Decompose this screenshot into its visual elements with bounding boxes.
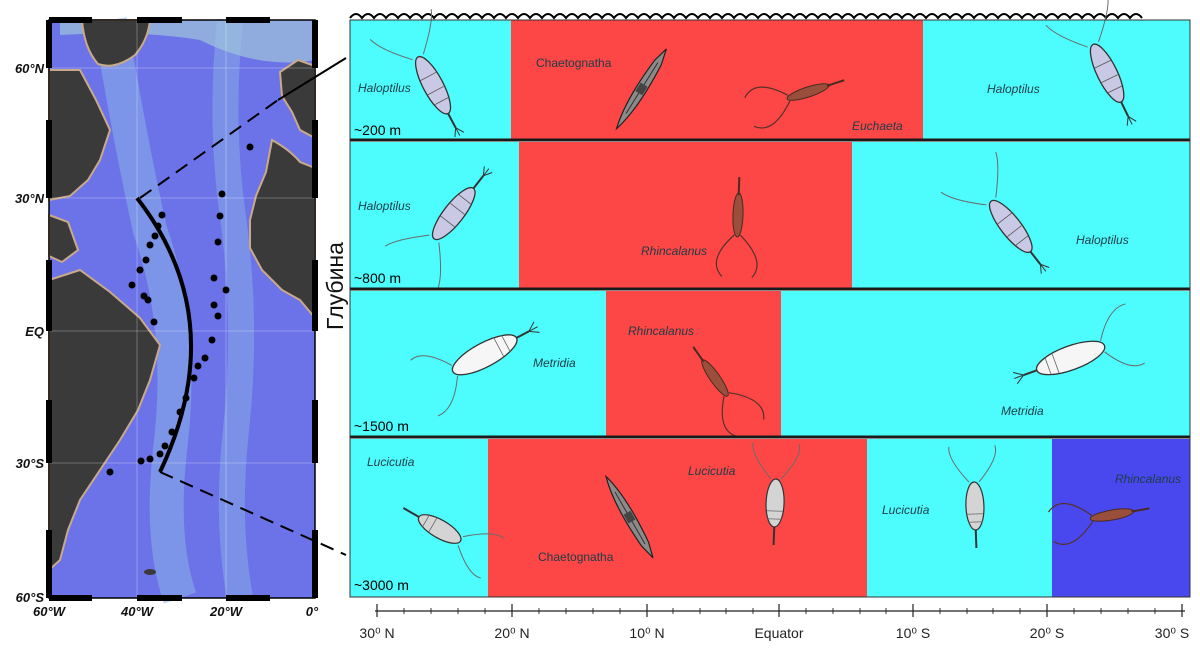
taxon-label: Metridia — [1001, 404, 1044, 418]
taxon-label: Lucicutia — [367, 455, 415, 469]
depth-label: ~1500 m — [354, 418, 409, 434]
latitude-tick-label: 20⁰ N — [494, 625, 529, 641]
depth-band-200m: Haloptilus Chaetognatha Euchaeta Halopti… — [350, 0, 1190, 153]
lon-label-40w: 40°W — [120, 604, 155, 619]
depth-axis-label: Глубина — [322, 242, 348, 330]
connector-line-north-top — [277, 57, 347, 101]
depth-label: ~200 m — [354, 122, 401, 138]
lon-label-0: 0° — [306, 604, 319, 619]
lat-label-60n: 60°N — [15, 61, 45, 76]
depth-band-800m: Haloptilus Rhincalanus Haloptilus ~800 m — [350, 142, 1190, 294]
latitude-axis: 30⁰ N 20⁰ N 10⁰ N Equator 10⁰ S 20⁰ S 30… — [359, 604, 1189, 641]
connector-line-south — [159, 471, 347, 556]
taxon-label: Haloptilus — [358, 199, 411, 213]
latitude-tick-label: 10⁰ S — [896, 625, 930, 641]
diagram-border — [349, 19, 1191, 598]
latitude-tick-label: 10⁰ N — [629, 625, 664, 641]
connector-line-north — [139, 99, 279, 199]
lat-label-30n: 30°N — [15, 191, 45, 206]
lat-label-60s: 60°S — [16, 590, 45, 605]
taxon-label: Chaetognatha — [536, 56, 612, 70]
taxon-label: Chaetognatha — [538, 550, 614, 564]
lat-label-eq: EQ — [25, 324, 44, 339]
depth-band-1500m: Rhincalanus Metridia Metridia ~1500 m — [350, 291, 1190, 442]
greenland — [80, 19, 152, 67]
taxon-label: Haloptilus — [987, 82, 1040, 96]
depth-diagram: Haloptilus Chaetognatha Euchaeta Halopti… — [349, 0, 1191, 598]
map-frame-ticks — [46, 17, 318, 601]
latitude-tick-label: 30⁰ S — [1155, 625, 1189, 641]
latitude-tick-label: Equator — [754, 625, 803, 641]
taxon-label: Metridia — [533, 356, 576, 370]
station-points — [106, 143, 254, 476]
taxon-label: Euchaeta — [852, 119, 903, 133]
taxon-label: Haloptilus — [358, 81, 411, 95]
transect-arc — [135, 196, 194, 473]
taxon-label: Lucicutia — [688, 464, 736, 478]
taxon-label: Haloptilus — [1076, 233, 1129, 247]
taxon-label: Rhincalanus — [1115, 472, 1181, 486]
latitude-tick-label: 30⁰ N — [359, 625, 394, 641]
lon-label-60w: 60°W — [33, 604, 67, 619]
north-america — [48, 69, 112, 202]
sea-surface-wave — [349, 13, 1143, 20]
latitude-tick-label: 20⁰ S — [1030, 625, 1064, 641]
map-panel: 60°N 30°N EQ 30°S 60°S 60°W 40°W 20°W 0° — [15, 17, 347, 619]
europe — [278, 58, 316, 140]
depth-band-3000m: Lucicutia Lucicutia Chaetognatha Lucicut… — [350, 439, 1190, 597]
lon-label-20w: 20°W — [209, 604, 244, 619]
depth-label: ~800 m — [354, 270, 401, 286]
lat-label-30s: 30°S — [16, 456, 45, 471]
africa — [249, 138, 316, 321]
taxon-label: Lucicutia — [882, 503, 930, 517]
depth-label: ~3000 m — [354, 577, 409, 593]
taxon-label: Rhincalanus — [628, 324, 694, 338]
south-america — [48, 268, 162, 573]
taxon-label: Rhincalanus — [641, 244, 707, 258]
